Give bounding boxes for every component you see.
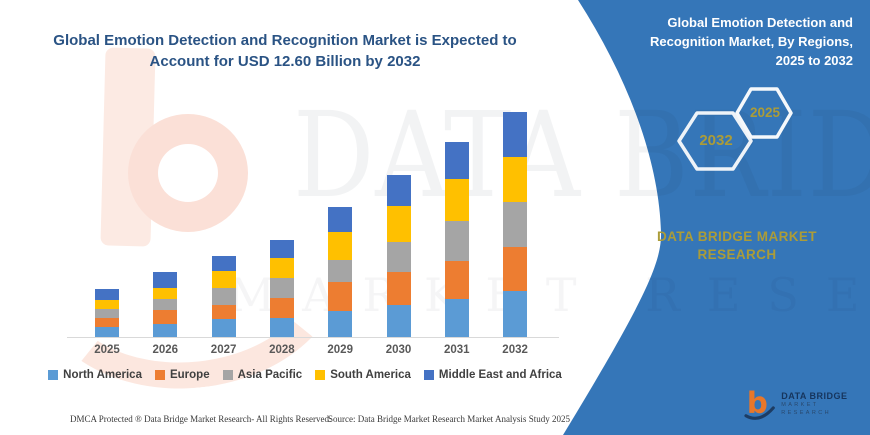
legend-swatch-icon [423, 370, 434, 380]
bar-2027 [211, 256, 236, 337]
x-axis-label-2025: 2025 [94, 344, 120, 356]
logo-b-icon: b [744, 386, 775, 420]
chart-title: Global Emotion Detection and Recognition… [20, 30, 550, 72]
bar-segment-north-america [386, 305, 411, 337]
bar-segment-south-america [95, 299, 119, 309]
panel-brand-line1: DATA BRIDGE MARKET [657, 229, 817, 244]
legend-swatch-icon [222, 370, 233, 380]
bar-segment-middle-east-and-africa [153, 272, 178, 289]
bar-segment-north-america [503, 291, 528, 337]
bar-segment-europe [503, 246, 528, 292]
bar-segment-middle-east-and-africa [503, 111, 528, 157]
bar-segment-north-america [95, 327, 119, 337]
legend-swatch-icon [315, 370, 326, 380]
hexagon-2032-icon [677, 111, 753, 171]
bar-segment-middle-east-and-africa [269, 239, 294, 259]
bar-segment-middle-east-and-africa [328, 207, 353, 232]
bar-segment-south-america [444, 179, 469, 221]
bar-segment-europe [95, 317, 119, 328]
legend: North America Europe Asia Pacific South Ame… [35, 369, 575, 381]
footer-dmca-text: DMCA Protected ® Data Bridge Market Rese… [70, 414, 332, 424]
panel-brand-line2: RESEARCH [697, 247, 777, 262]
bar-segment-asia-pacific [444, 220, 469, 261]
bar-segment-asia-pacific [211, 288, 236, 306]
legend-label: Europe [169, 369, 210, 381]
bar-segment-south-america [269, 258, 294, 278]
legend-label: North America [63, 369, 142, 381]
x-axis-label-2031: 2031 [444, 344, 470, 356]
x-axis-label-2029: 2029 [327, 344, 353, 356]
bar-2029 [328, 207, 353, 337]
bar-segment-south-america [328, 231, 353, 261]
logo-text: DATA BRIDGE MARKET RESEARCH [781, 391, 870, 417]
bar-segment-europe [269, 297, 294, 318]
bar-segment-north-america [269, 317, 294, 337]
bar-segment-asia-pacific [386, 241, 411, 272]
bar-2030 [386, 175, 411, 337]
bar-segment-asia-pacific [95, 308, 119, 318]
bar-segment-asia-pacific [153, 299, 178, 311]
panel-title: Global Emotion Detection and Recognition… [613, 13, 853, 70]
panel-title-line3: 2025 to 2032 [775, 53, 853, 68]
hexagon-2025-label: 2025 [749, 105, 781, 120]
company-logo: b DATA BRIDGE MARKET RESEARCH [744, 386, 870, 422]
bar-segment-asia-pacific [503, 202, 528, 247]
legend-label: South America [330, 369, 411, 381]
bar-segment-south-america [153, 288, 178, 300]
x-axis-line [67, 337, 559, 338]
logo-sub: MARKET RESEARCH [781, 402, 831, 416]
hexagon-2025-icon [735, 87, 793, 139]
logo-name: DATA BRIDGE [781, 391, 848, 401]
plot-area: 2025 2026 2027 2028 2029 2030 2031 2032 [67, 100, 559, 362]
bar-segment-north-america [153, 323, 178, 337]
legend-swatch-icon [48, 370, 59, 380]
legend-item-north-america: North America [48, 369, 142, 381]
bar-segment-europe [153, 310, 178, 324]
legend-label: Middle East and Africa [438, 369, 562, 381]
bar-2028 [269, 239, 294, 337]
chart-title-line1: Global Emotion Detection and Recognition… [53, 32, 517, 49]
bar-segment-south-america [386, 206, 411, 242]
bar-segment-north-america [444, 299, 469, 337]
bar-segment-middle-east-and-africa [386, 175, 411, 207]
svg-text:b: b [747, 386, 768, 420]
bar-segment-middle-east-and-africa [95, 289, 119, 300]
x-axis-label-2030: 2030 [385, 344, 412, 356]
bar-segment-north-america [211, 318, 236, 337]
bar-segment-asia-pacific [328, 260, 353, 282]
bar-segment-europe [386, 271, 411, 306]
bar-segment-europe [328, 281, 353, 311]
legend-item-south-america: South America [315, 369, 411, 381]
panel-title-line2: Recognition Market, By Regions, [650, 34, 853, 49]
bar-2031 [444, 141, 469, 337]
x-axis-label-2028: 2028 [269, 344, 295, 356]
bar-segment-north-america [328, 310, 353, 337]
bar-2026 [153, 272, 178, 337]
x-axis-label-2032: 2032 [502, 344, 528, 356]
legend-swatch-icon [154, 370, 165, 380]
legend-item-europe: Europe [154, 369, 210, 381]
panel-title-line1: Global Emotion Detection and [667, 15, 853, 30]
legend-item-middle-east-and-africa: Middle East and Africa [423, 369, 562, 381]
bar-segment-middle-east-and-africa [444, 141, 469, 180]
bar-segment-europe [444, 260, 469, 300]
x-axis-label-2026: 2026 [152, 344, 179, 356]
bar-2025 [95, 289, 119, 337]
chart-title-line2: Account for USD 12.60 Billion by 2032 [149, 53, 421, 70]
bar-segment-asia-pacific [269, 277, 294, 298]
bar-segment-middle-east-and-africa [211, 256, 236, 271]
bar-segment-south-america [503, 156, 528, 203]
footer-source-text: Source: Data Bridge Market Research Mark… [328, 414, 570, 424]
x-axis-label-2027: 2027 [210, 344, 237, 356]
hexagon-2032-label: 2032 [699, 132, 733, 149]
legend-item-asia-pacific: Asia Pacific [222, 369, 303, 381]
bar-2032 [503, 111, 528, 337]
legend-label: Asia Pacific [237, 369, 303, 381]
bar-segment-europe [211, 305, 236, 319]
panel-brand-wordmark: DATA BRIDGE MARKET RESEARCH [628, 228, 846, 264]
bar-segment-south-america [211, 270, 236, 289]
